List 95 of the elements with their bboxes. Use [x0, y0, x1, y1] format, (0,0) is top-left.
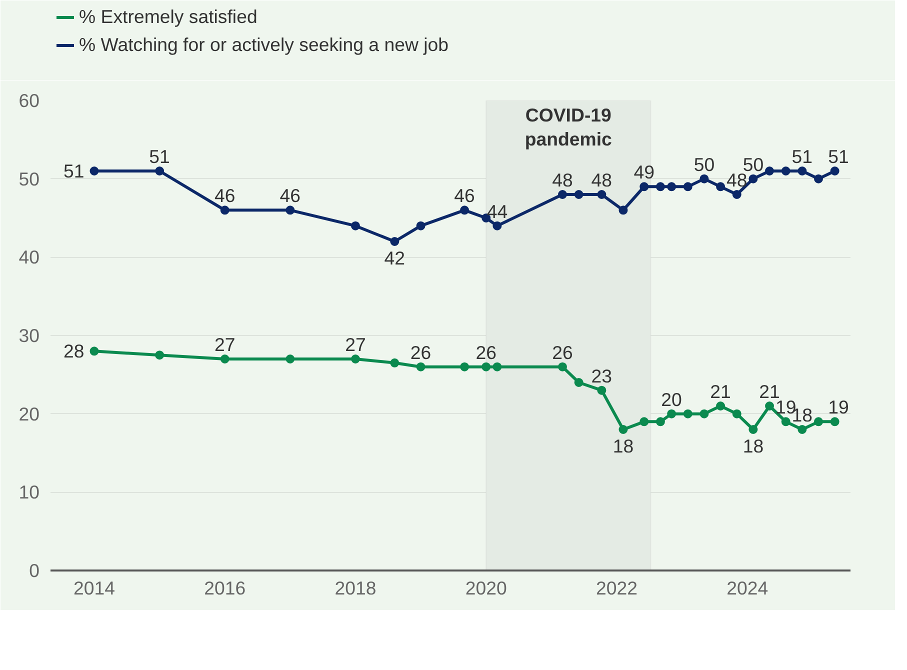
point [286, 206, 295, 215]
data-label: 51 [149, 146, 170, 167]
point [90, 346, 99, 356]
point [732, 409, 742, 418]
point [732, 190, 742, 199]
point [492, 362, 502, 372]
y-tick-label: 50 [18, 168, 40, 190]
band-label: COVID-19 pandemic [524, 104, 612, 150]
point [716, 402, 726, 410]
point [748, 425, 758, 434]
x-tick-label: 2020 [465, 578, 507, 598]
data-label: 49 [634, 162, 655, 183]
point [716, 182, 726, 192]
point [683, 182, 692, 192]
point [765, 402, 774, 410]
point [574, 190, 584, 199]
data-label: 51 [64, 160, 84, 182]
data-label: 26 [410, 342, 432, 363]
x-tick-label: 2024 [726, 578, 768, 598]
point [460, 362, 470, 372]
point [618, 425, 628, 434]
point [814, 417, 823, 426]
point [656, 417, 665, 426]
point [220, 354, 230, 364]
data-label: 46 [214, 185, 236, 206]
y-tick-label: 10 [18, 482, 40, 503]
data-label: 18 [612, 436, 634, 456]
point [90, 166, 99, 176]
data-label: 28 [64, 340, 84, 362]
point [350, 221, 360, 230]
y-tick-label: 0 [29, 560, 40, 581]
point [798, 425, 807, 434]
data-label: 26 [552, 342, 573, 363]
point [597, 386, 606, 395]
point [700, 174, 709, 184]
point [416, 362, 426, 372]
point [416, 221, 426, 230]
data-label: 26 [476, 342, 496, 363]
point [155, 166, 164, 176]
data-label: 23 [591, 365, 612, 386]
x-tick-label: 2022 [596, 578, 638, 598]
data-label: 51 [792, 146, 813, 167]
point [798, 166, 807, 176]
point [640, 182, 649, 192]
point [482, 362, 491, 372]
point [492, 221, 502, 230]
point [220, 206, 230, 215]
data-label: 42 [384, 248, 406, 268]
data-label: 19 [828, 396, 849, 418]
point [618, 206, 628, 215]
point [765, 166, 774, 176]
data-label: 51 [828, 146, 849, 167]
point [597, 190, 606, 199]
data-label: 18 [742, 436, 764, 456]
data-label: 27 [345, 334, 366, 355]
point [558, 362, 567, 372]
point [781, 166, 790, 176]
x-tick-label: 2016 [204, 578, 246, 598]
x-tick-label: 2018 [334, 578, 376, 598]
data-label: 46 [280, 185, 301, 206]
point [390, 358, 400, 368]
point [558, 190, 567, 199]
legend-label: % Extremely satisfied [79, 6, 258, 28]
data-label: 21 [759, 381, 780, 402]
data-label: 27 [214, 334, 236, 355]
data-label: 20 [661, 388, 682, 410]
data-label: 46 [454, 185, 475, 206]
point [460, 206, 470, 215]
point [748, 174, 758, 184]
point [814, 174, 823, 184]
point [286, 354, 295, 364]
data-label: 21 [710, 381, 731, 402]
point [656, 182, 665, 192]
point [683, 409, 692, 418]
point [667, 182, 676, 192]
point [830, 166, 840, 176]
y-tick-label: 30 [18, 325, 40, 346]
data-label: 48 [552, 170, 573, 190]
point [640, 417, 649, 426]
point [781, 417, 790, 426]
legend-label: % Watching for or actively seeking a new job [79, 34, 448, 56]
point [574, 378, 584, 387]
y-tick-label: 40 [18, 246, 40, 268]
data-label: 44 [486, 200, 508, 222]
point [350, 354, 360, 364]
y-tick-label: 20 [18, 403, 40, 424]
y-tick-label: 60 [18, 90, 40, 111]
point [667, 409, 676, 418]
data-label: 48 [591, 170, 612, 190]
point [155, 350, 164, 360]
point [830, 417, 840, 426]
point [390, 237, 400, 246]
point [700, 409, 709, 418]
data-label: 50 [694, 154, 715, 175]
x-tick-label: 2014 [74, 578, 116, 598]
